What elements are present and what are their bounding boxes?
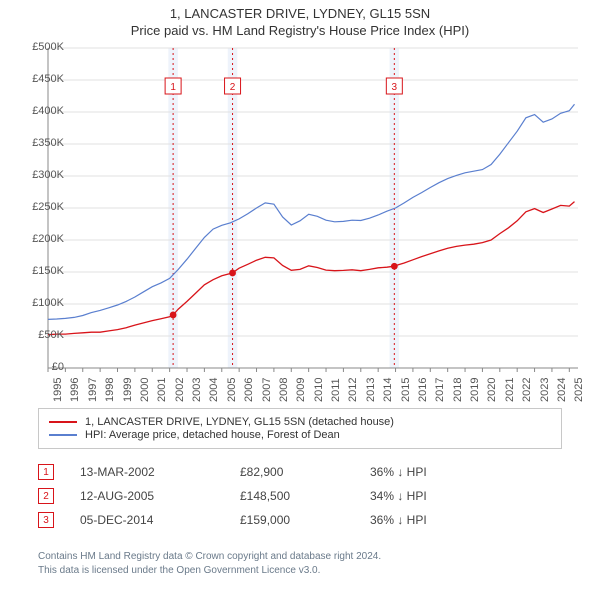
y-tick-label: £0 [20, 361, 64, 373]
x-tick-label: 2018 [452, 378, 464, 402]
sale-date-1: 13-MAR-2002 [80, 465, 240, 479]
legend-label-price-paid: 1, LANCASTER DRIVE, LYDNEY, GL15 5SN (de… [85, 416, 394, 428]
sale-date-2: 12-AUG-2005 [80, 489, 240, 503]
footer: Contains HM Land Registry data © Crown c… [38, 550, 562, 577]
x-tick-label: 2014 [382, 378, 394, 402]
svg-text:1: 1 [170, 82, 176, 93]
y-tick-label: £50K [20, 329, 64, 341]
x-tick-label: 2006 [243, 378, 255, 402]
x-tick-label: 1995 [52, 378, 64, 402]
y-tick-label: £250K [20, 201, 64, 213]
x-tick-label: 2019 [469, 378, 481, 402]
x-tick-label: 2024 [556, 378, 568, 402]
x-tick-label: 2011 [330, 378, 342, 402]
sale-delta-1: 36% ↓ HPI [370, 465, 490, 479]
sale-badge-1: 1 [38, 464, 54, 480]
footer-line-1: Contains HM Land Registry data © Crown c… [38, 550, 562, 564]
x-tick-label: 2004 [208, 378, 220, 402]
table-row: 3 05-DEC-2014 £159,000 36% ↓ HPI [38, 512, 562, 528]
x-tick-label: 2015 [400, 378, 412, 402]
x-tick-label: 2003 [191, 378, 203, 402]
y-tick-label: £500K [20, 41, 64, 53]
sale-price-1: £82,900 [240, 465, 370, 479]
x-tick-label: 2017 [434, 378, 446, 402]
x-tick-label: 2007 [261, 378, 273, 402]
y-tick-label: £300K [20, 169, 64, 181]
sale-date-3: 05-DEC-2014 [80, 513, 240, 527]
legend-item-hpi: HPI: Average price, detached house, Fore… [49, 429, 551, 441]
title-block: 1, LANCASTER DRIVE, LYDNEY, GL15 5SN Pri… [0, 0, 600, 38]
x-tick-label: 1998 [104, 378, 116, 402]
y-tick-label: £350K [20, 137, 64, 149]
x-tick-label: 1996 [69, 378, 81, 402]
svg-text:3: 3 [392, 82, 398, 93]
x-tick-label: 1999 [122, 378, 134, 402]
x-tick-label: 2023 [539, 378, 551, 402]
chart-svg: 1 2 3 [48, 48, 578, 368]
svg-text:2: 2 [230, 82, 236, 93]
x-tick-label: 2008 [278, 378, 290, 402]
sale-delta-3: 36% ↓ HPI [370, 513, 490, 527]
y-tick-label: £100K [20, 297, 64, 309]
sale-delta-2: 34% ↓ HPI [370, 489, 490, 503]
legend-swatch-hpi [49, 434, 77, 436]
x-tick-label: 2021 [504, 378, 516, 402]
legend-item-price-paid: 1, LANCASTER DRIVE, LYDNEY, GL15 5SN (de… [49, 416, 551, 428]
table-row: 2 12-AUG-2005 £148,500 34% ↓ HPI [38, 488, 562, 504]
x-tick-label: 1997 [87, 378, 99, 402]
y-tick-label: £400K [20, 105, 64, 117]
title-line-2: Price paid vs. HM Land Registry's House … [0, 23, 600, 38]
x-tick-label: 2012 [347, 378, 359, 402]
x-tick-label: 2001 [156, 378, 168, 402]
x-tick-label: 2000 [139, 378, 151, 402]
x-tick-label: 2016 [417, 378, 429, 402]
x-tick-label: 2009 [295, 378, 307, 402]
sale-price-2: £148,500 [240, 489, 370, 503]
y-tick-label: £150K [20, 265, 64, 277]
legend-box: 1, LANCASTER DRIVE, LYDNEY, GL15 5SN (de… [38, 408, 562, 449]
sale-badge-2: 2 [38, 488, 54, 504]
legend-swatch-price-paid [49, 421, 77, 423]
x-tick-label: 2013 [365, 378, 377, 402]
x-tick-label: 2005 [226, 378, 238, 402]
footer-line-2: This data is licensed under the Open Gov… [38, 564, 562, 578]
y-tick-label: £200K [20, 233, 64, 245]
sale-price-3: £159,000 [240, 513, 370, 527]
x-tick-label: 2010 [313, 378, 325, 402]
legend-label-hpi: HPI: Average price, detached house, Fore… [85, 429, 340, 441]
x-tick-label: 2020 [486, 378, 498, 402]
x-tick-label: 2025 [573, 378, 585, 402]
chart-area: 1 2 3 [48, 48, 578, 368]
sale-badge-3: 3 [38, 512, 54, 528]
x-tick-label: 2022 [521, 378, 533, 402]
table-row: 1 13-MAR-2002 £82,900 36% ↓ HPI [38, 464, 562, 480]
sales-table: 1 13-MAR-2002 £82,900 36% ↓ HPI 2 12-AUG… [38, 456, 562, 536]
y-tick-label: £450K [20, 73, 64, 85]
title-line-1: 1, LANCASTER DRIVE, LYDNEY, GL15 5SN [0, 6, 600, 21]
x-tick-label: 2002 [174, 378, 186, 402]
